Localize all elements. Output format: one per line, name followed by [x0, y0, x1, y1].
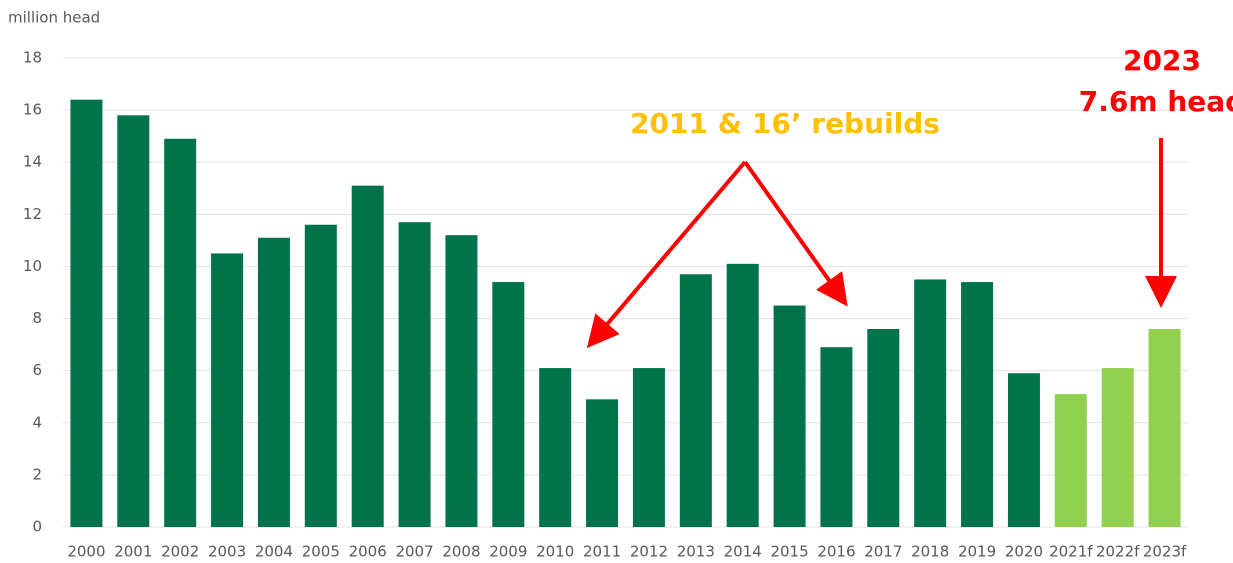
bar — [492, 282, 525, 527]
x-tick-label: 2003 — [208, 543, 246, 561]
x-tick-label: 2000 — [67, 543, 105, 561]
bar — [1054, 394, 1087, 527]
bar — [398, 222, 431, 527]
x-tick-label: 2006 — [349, 543, 387, 561]
bar — [1007, 373, 1040, 527]
x-tick-label: 2009 — [489, 543, 527, 561]
x-tick-label: 2002 — [161, 543, 199, 561]
x-tick-label: 2010 — [536, 543, 574, 561]
x-tick-label: 2016 — [817, 543, 855, 561]
annotation: 2011 & 16’ rebuilds — [630, 107, 940, 140]
x-tick-label: 2022f — [1096, 543, 1140, 561]
annotation: 7.6m head — [1079, 85, 1233, 118]
y-tick-label: 4 — [32, 413, 42, 431]
arrow — [743, 160, 848, 307]
bar — [867, 328, 900, 527]
x-tick-label: 2021f — [1049, 543, 1093, 561]
bar — [586, 399, 619, 527]
bar — [445, 235, 478, 527]
bar — [539, 368, 572, 527]
x-tick-label: 2001 — [114, 543, 152, 561]
annotation: 2023 — [1123, 44, 1201, 77]
bar — [914, 279, 947, 527]
y-tick-label: 8 — [32, 309, 42, 327]
bar — [1148, 328, 1181, 527]
bar — [1101, 368, 1134, 527]
y-axis-label: million head — [8, 9, 100, 27]
x-tick-label: 2019 — [958, 543, 996, 561]
bar — [679, 274, 712, 527]
bar — [304, 224, 337, 527]
y-tick-label: 12 — [23, 205, 42, 223]
x-tick-label: 2013 — [677, 543, 715, 561]
x-tick-label: 2011 — [583, 543, 621, 561]
bar — [257, 237, 290, 528]
bar — [773, 305, 806, 527]
bar — [211, 253, 244, 527]
x-tick-label: 2023f — [1143, 543, 1187, 561]
x-tick-label: 2015 — [770, 543, 808, 561]
x-tick-label: 2008 — [442, 543, 480, 561]
x-tick-label: 2014 — [724, 543, 762, 561]
bar — [726, 263, 759, 527]
y-tick-label: 14 — [23, 153, 42, 171]
arrow — [586, 160, 747, 349]
x-tick-label: 2004 — [255, 543, 293, 561]
y-tick-label: 10 — [23, 257, 42, 275]
bar — [351, 185, 384, 527]
y-tick-label: 2 — [32, 465, 42, 483]
bar — [117, 115, 150, 528]
bar — [820, 347, 853, 527]
y-tick-label: 0 — [32, 518, 42, 536]
x-tick-label: 2017 — [864, 543, 902, 561]
y-tick-label: 16 — [23, 101, 42, 119]
x-tick-label: 2012 — [630, 543, 668, 561]
y-tick-label: 18 — [23, 49, 42, 67]
bar — [632, 368, 665, 527]
x-tick-label: 2007 — [395, 543, 433, 561]
y-tick-label: 6 — [32, 361, 42, 379]
bar — [961, 282, 994, 527]
x-tick-label: 2020 — [1005, 543, 1043, 561]
x-tick-label: 2005 — [302, 543, 340, 561]
bar — [164, 138, 197, 527]
bar — [70, 99, 103, 527]
x-tick-label: 2018 — [911, 543, 949, 561]
